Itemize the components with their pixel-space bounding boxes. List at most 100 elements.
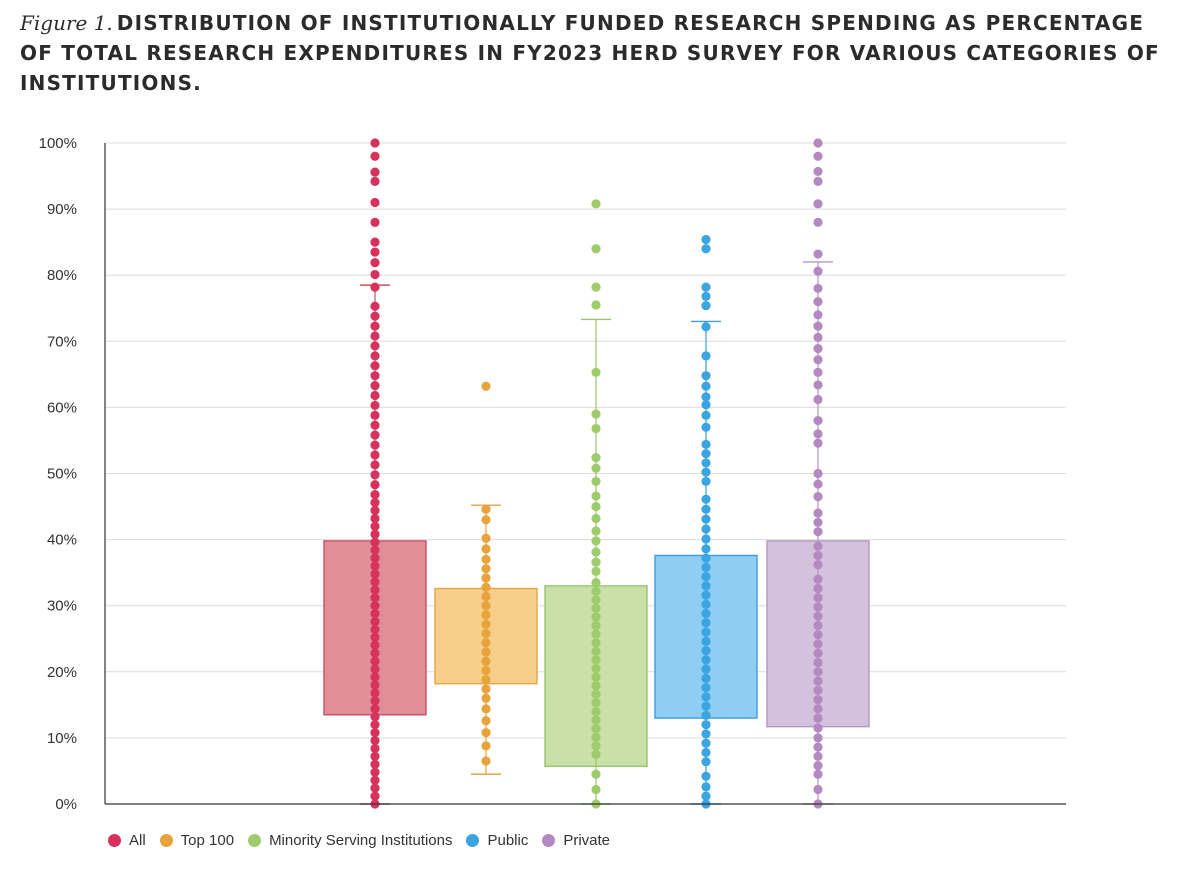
- chart-legend: All Top 100 Minority Serving Institutions P…: [108, 832, 624, 849]
- point-public: [701, 400, 711, 410]
- point-private: [813, 620, 823, 631]
- point-all: [370, 672, 380, 682]
- legend-label-private: Private: [563, 832, 611, 849]
- point-all: [370, 593, 380, 603]
- point-all: [370, 601, 380, 611]
- point-top-100: [481, 591, 491, 602]
- point-all: [370, 269, 380, 280]
- point-top-100: [481, 504, 491, 514]
- point-all: [370, 775, 380, 785]
- point-private: [813, 266, 823, 276]
- point-all: [370, 138, 380, 148]
- point-all: [370, 400, 380, 411]
- point-public: [701, 244, 711, 254]
- point-top-100: [481, 728, 491, 738]
- point-private: [813, 769, 823, 779]
- point-all: [370, 728, 380, 738]
- point-all: [370, 380, 380, 391]
- point-public: [701, 291, 711, 301]
- point-all: [370, 237, 380, 247]
- point-all: [370, 553, 380, 563]
- point-top-100: [481, 628, 491, 639]
- point-minority-serving-institutions: [591, 769, 601, 779]
- y-axis-tick-labels: 0% 10% 20% 30% 40% 50% 60% 70% 80% 90% 100%: [39, 135, 77, 813]
- point-top-100: [481, 684, 491, 694]
- point-public: [701, 439, 711, 450]
- point-private: [813, 310, 823, 320]
- point-private: [813, 151, 823, 161]
- point-public: [701, 458, 711, 468]
- y-tick-label: 10%: [47, 730, 77, 747]
- point-public: [701, 282, 711, 292]
- point-all: [370, 751, 380, 762]
- point-public: [701, 322, 711, 332]
- point-public: [701, 301, 711, 311]
- point-private: [813, 611, 823, 621]
- point-private: [813, 583, 823, 594]
- point-minority-serving-institutions: [591, 513, 601, 524]
- point-minority-serving-institutions: [591, 491, 601, 501]
- point-private: [813, 508, 823, 518]
- legend-swatch-top-100: [159, 834, 173, 847]
- point-public: [701, 771, 711, 781]
- point-all: [370, 561, 380, 571]
- point-private: [813, 694, 823, 705]
- point-all: [370, 217, 380, 227]
- point-private: [813, 733, 823, 743]
- point-public: [701, 701, 711, 711]
- point-public: [701, 351, 711, 361]
- point-minority-serving-institutions: [591, 367, 601, 377]
- point-minority-serving-institutions: [591, 681, 601, 691]
- point-minority-serving-institutions: [591, 547, 601, 557]
- figure-title-text: DISTRIBUTION OF INSTITUTIONALLY FUNDED R…: [20, 11, 1160, 95]
- point-all: [370, 648, 380, 658]
- point-top-100: [481, 533, 491, 543]
- point-minority-serving-institutions: [591, 453, 601, 463]
- point-public: [701, 544, 711, 554]
- point-public: [701, 381, 711, 391]
- point-all: [370, 505, 380, 516]
- point-minority-serving-institutions: [591, 300, 601, 310]
- point-all: [370, 480, 380, 490]
- point-private: [813, 394, 823, 405]
- point-all: [370, 609, 380, 619]
- point-all: [370, 430, 380, 440]
- point-public: [701, 646, 711, 656]
- point-private: [813, 492, 823, 502]
- point-all: [370, 420, 380, 430]
- point-top-100: [481, 716, 491, 726]
- point-top-100: [481, 756, 491, 766]
- point-all: [370, 331, 380, 341]
- point-minority-serving-institutions: [591, 749, 601, 760]
- point-all: [370, 529, 380, 539]
- point-all: [370, 767, 380, 777]
- point-all: [370, 537, 380, 547]
- point-private: [813, 630, 823, 640]
- point-minority-serving-institutions: [591, 409, 601, 419]
- point-public: [701, 664, 711, 674]
- point-minority-serving-institutions: [591, 724, 601, 734]
- point-all: [370, 341, 380, 351]
- legend-item-top-100: Top 100: [159, 832, 234, 849]
- point-all: [370, 656, 380, 666]
- point-public: [701, 371, 711, 381]
- point-all: [370, 321, 380, 331]
- legend-item-minority-serving-institutions: Minority Serving Institutions: [248, 832, 452, 849]
- point-all: [370, 167, 380, 177]
- point-public: [701, 410, 711, 420]
- point-private: [813, 639, 823, 649]
- point-minority-serving-institutions: [591, 566, 601, 576]
- point-private: [813, 593, 823, 603]
- point-public: [701, 562, 711, 572]
- point-minority-serving-institutions: [591, 706, 601, 717]
- y-tick-label: 100%: [39, 135, 77, 152]
- point-private: [813, 761, 823, 771]
- point-private: [813, 479, 823, 489]
- point-private: [813, 648, 823, 658]
- point-minority-serving-institutions: [591, 557, 601, 567]
- point-private: [813, 657, 823, 668]
- point-top-100: [481, 515, 491, 525]
- point-public: [701, 590, 711, 600]
- point-minority-serving-institutions: [591, 655, 601, 665]
